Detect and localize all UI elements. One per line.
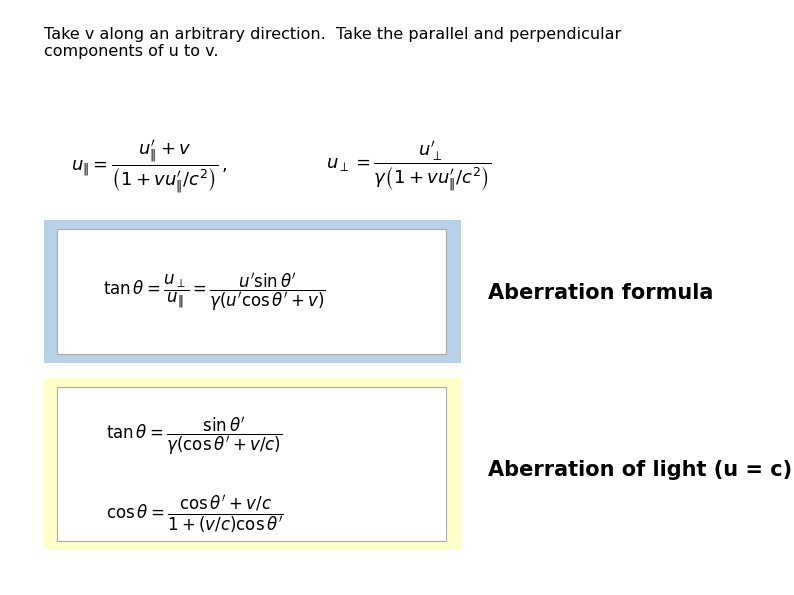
- Text: $u_{\perp} = \dfrac{u_{\perp}^{\prime}}{\gamma\left(1+vu_{\|}^{\prime}/c^{2}\rig: $u_{\perp} = \dfrac{u_{\perp}^{\prime}}{…: [326, 140, 491, 193]
- FancyBboxPatch shape: [44, 220, 461, 363]
- Text: $\tan\theta = \dfrac{\sin\theta^{\prime}}{\gamma(\cos\theta^{\prime}+v/c)}$: $\tan\theta = \dfrac{\sin\theta^{\prime}…: [106, 416, 283, 458]
- FancyBboxPatch shape: [57, 387, 446, 541]
- Text: $u_{\|} = \dfrac{u_{\|}^{\prime}+v}{\left(1+vu_{\|}^{\prime}/c^{2}\right)}\,,$: $u_{\|} = \dfrac{u_{\|}^{\prime}+v}{\lef…: [71, 138, 228, 195]
- Text: $\tan\theta = \dfrac{u_{\perp}}{u_{\|}} = \dfrac{u^{\prime}\sin\theta^{\prime}}{: $\tan\theta = \dfrac{u_{\perp}}{u_{\|}} …: [103, 272, 326, 314]
- FancyBboxPatch shape: [44, 378, 461, 550]
- Text: Aberration formula: Aberration formula: [488, 283, 714, 303]
- Text: Take v along an arbitrary direction.  Take the parallel and perpendicular
compon: Take v along an arbitrary direction. Tak…: [44, 27, 621, 59]
- Text: $\cos\theta = \dfrac{\cos\theta^{\prime}+v/c}{1+(v/c)\cos\theta^{\prime}}$: $\cos\theta = \dfrac{\cos\theta^{\prime}…: [106, 494, 283, 536]
- FancyBboxPatch shape: [57, 229, 446, 354]
- Text: Aberration of light (u = c): Aberration of light (u = c): [488, 460, 792, 480]
